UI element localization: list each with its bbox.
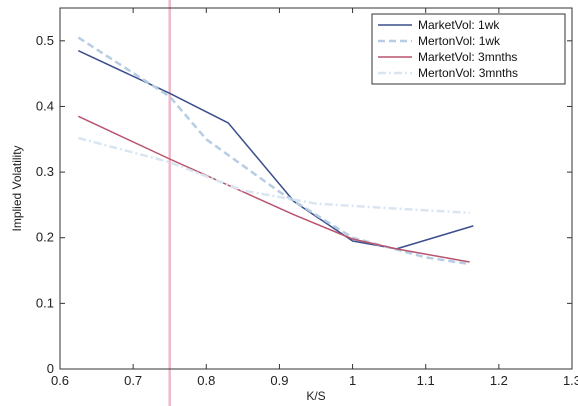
legend: MarketVol: 1wk MertonVol: 1wk MarketVol: 3…: [371, 13, 566, 85]
x-tick-label: 0.9: [270, 373, 288, 388]
y-tick-label: 0.4: [36, 98, 54, 113]
x-tick-label: 0.7: [124, 373, 142, 388]
x-tick-label: 1.3: [563, 373, 578, 388]
series-line-1: [77, 36, 470, 266]
x-tick-label: 0.8: [197, 373, 215, 388]
legend-entry-label: MarketVol: 3mnths: [418, 50, 517, 64]
series-line-3: [77, 136, 470, 215]
legend-entry-label: MertonVol: 3mnths: [418, 66, 518, 80]
y-axis-label: Implied Volatility: [10, 145, 24, 231]
x-axis-label: K/S: [306, 389, 325, 403]
plot-area-frame: [59, 7, 573, 370]
x-tick-label: 0.6: [51, 373, 69, 388]
y-tick-label: 0: [47, 361, 54, 376]
y-tick-label: 0.3: [36, 164, 54, 179]
legend-entry-label: MarketVol: 1wk: [418, 18, 500, 32]
x-tick-label: 1.2: [490, 373, 508, 388]
y-tick-label: 0.2: [36, 230, 54, 245]
legend-entry-label: MertonVol: 1wk: [418, 34, 501, 48]
series-line-2: [77, 115, 470, 263]
y-tick-label: 0.1: [36, 295, 54, 310]
x-tick-label: 1.1: [417, 373, 435, 388]
x-tick-label: 1: [349, 373, 356, 388]
y-tick-label: 0.5: [36, 33, 54, 48]
